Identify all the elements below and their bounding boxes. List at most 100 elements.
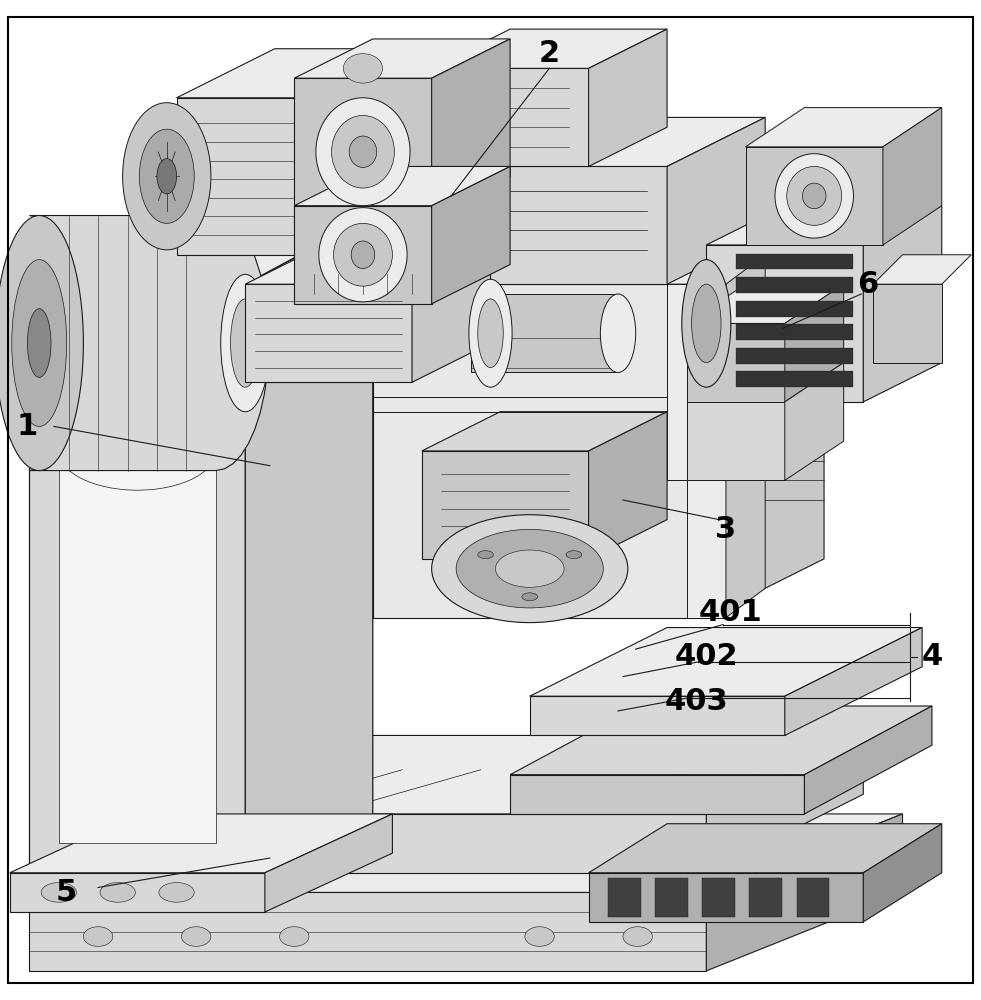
Polygon shape [667,117,765,284]
Polygon shape [873,255,971,284]
Polygon shape [216,735,863,814]
Ellipse shape [600,294,636,372]
Ellipse shape [27,309,51,377]
Polygon shape [608,878,641,917]
Ellipse shape [157,159,177,194]
Polygon shape [589,412,667,559]
Text: 401: 401 [699,598,762,627]
Polygon shape [736,254,853,269]
Ellipse shape [221,274,270,412]
Ellipse shape [181,927,211,946]
Polygon shape [432,166,510,304]
Polygon shape [29,216,269,471]
Ellipse shape [59,412,216,490]
Polygon shape [422,451,589,559]
Text: 5: 5 [56,878,77,907]
Polygon shape [785,628,922,735]
Polygon shape [294,206,432,304]
Ellipse shape [83,927,113,946]
Text: 402: 402 [675,642,738,671]
Polygon shape [294,166,510,206]
Polygon shape [432,29,667,68]
Polygon shape [746,108,942,147]
Ellipse shape [100,883,135,902]
Ellipse shape [0,216,83,471]
Polygon shape [736,348,853,364]
Ellipse shape [41,883,77,902]
Polygon shape [245,304,520,382]
Polygon shape [785,363,844,480]
Polygon shape [530,628,922,696]
Polygon shape [373,284,706,618]
Polygon shape [29,216,373,284]
Polygon shape [863,206,942,402]
Ellipse shape [334,223,392,286]
Ellipse shape [522,593,538,601]
Polygon shape [749,878,782,917]
Text: 1: 1 [17,412,38,441]
Ellipse shape [231,299,260,387]
Polygon shape [726,255,765,618]
Polygon shape [216,814,706,873]
Polygon shape [804,706,932,814]
Ellipse shape [332,115,394,188]
Ellipse shape [566,551,582,559]
Polygon shape [432,39,510,225]
Ellipse shape [432,515,628,623]
Polygon shape [785,284,844,402]
Polygon shape [373,225,824,284]
Ellipse shape [692,284,721,363]
Polygon shape [706,814,903,971]
Ellipse shape [682,260,731,387]
Polygon shape [471,294,618,372]
Polygon shape [655,878,688,917]
Polygon shape [706,735,863,873]
Polygon shape [294,39,510,78]
Polygon shape [589,29,667,166]
Polygon shape [245,245,490,284]
Ellipse shape [775,154,853,238]
Polygon shape [667,284,726,480]
Ellipse shape [802,183,826,209]
Polygon shape [177,98,373,255]
Text: 403: 403 [665,687,728,716]
Polygon shape [422,412,667,451]
Polygon shape [294,78,432,225]
Ellipse shape [469,279,512,387]
Polygon shape [702,878,735,917]
Polygon shape [687,284,844,323]
Ellipse shape [343,54,383,83]
Text: 6: 6 [857,270,879,299]
Polygon shape [589,873,863,922]
Text: 3: 3 [715,515,737,544]
Polygon shape [432,68,589,166]
Polygon shape [265,814,392,912]
Ellipse shape [495,550,564,587]
Ellipse shape [316,98,410,206]
Polygon shape [412,245,490,382]
Polygon shape [706,225,824,618]
Polygon shape [746,147,883,245]
Polygon shape [245,255,589,304]
Text: 2: 2 [539,39,560,68]
Ellipse shape [12,260,67,426]
Ellipse shape [139,129,194,223]
Polygon shape [520,255,589,382]
Polygon shape [177,49,471,98]
Polygon shape [10,814,392,873]
Polygon shape [510,775,804,814]
Polygon shape [589,824,942,873]
Polygon shape [412,117,765,166]
Text: 4: 4 [921,642,943,671]
Polygon shape [736,301,853,317]
Polygon shape [412,166,667,284]
Polygon shape [726,245,785,480]
Polygon shape [530,696,785,735]
Polygon shape [373,49,471,255]
Ellipse shape [159,883,194,902]
Ellipse shape [319,208,407,302]
Polygon shape [797,878,829,917]
Ellipse shape [456,529,603,608]
Polygon shape [687,402,785,480]
Polygon shape [687,284,726,618]
